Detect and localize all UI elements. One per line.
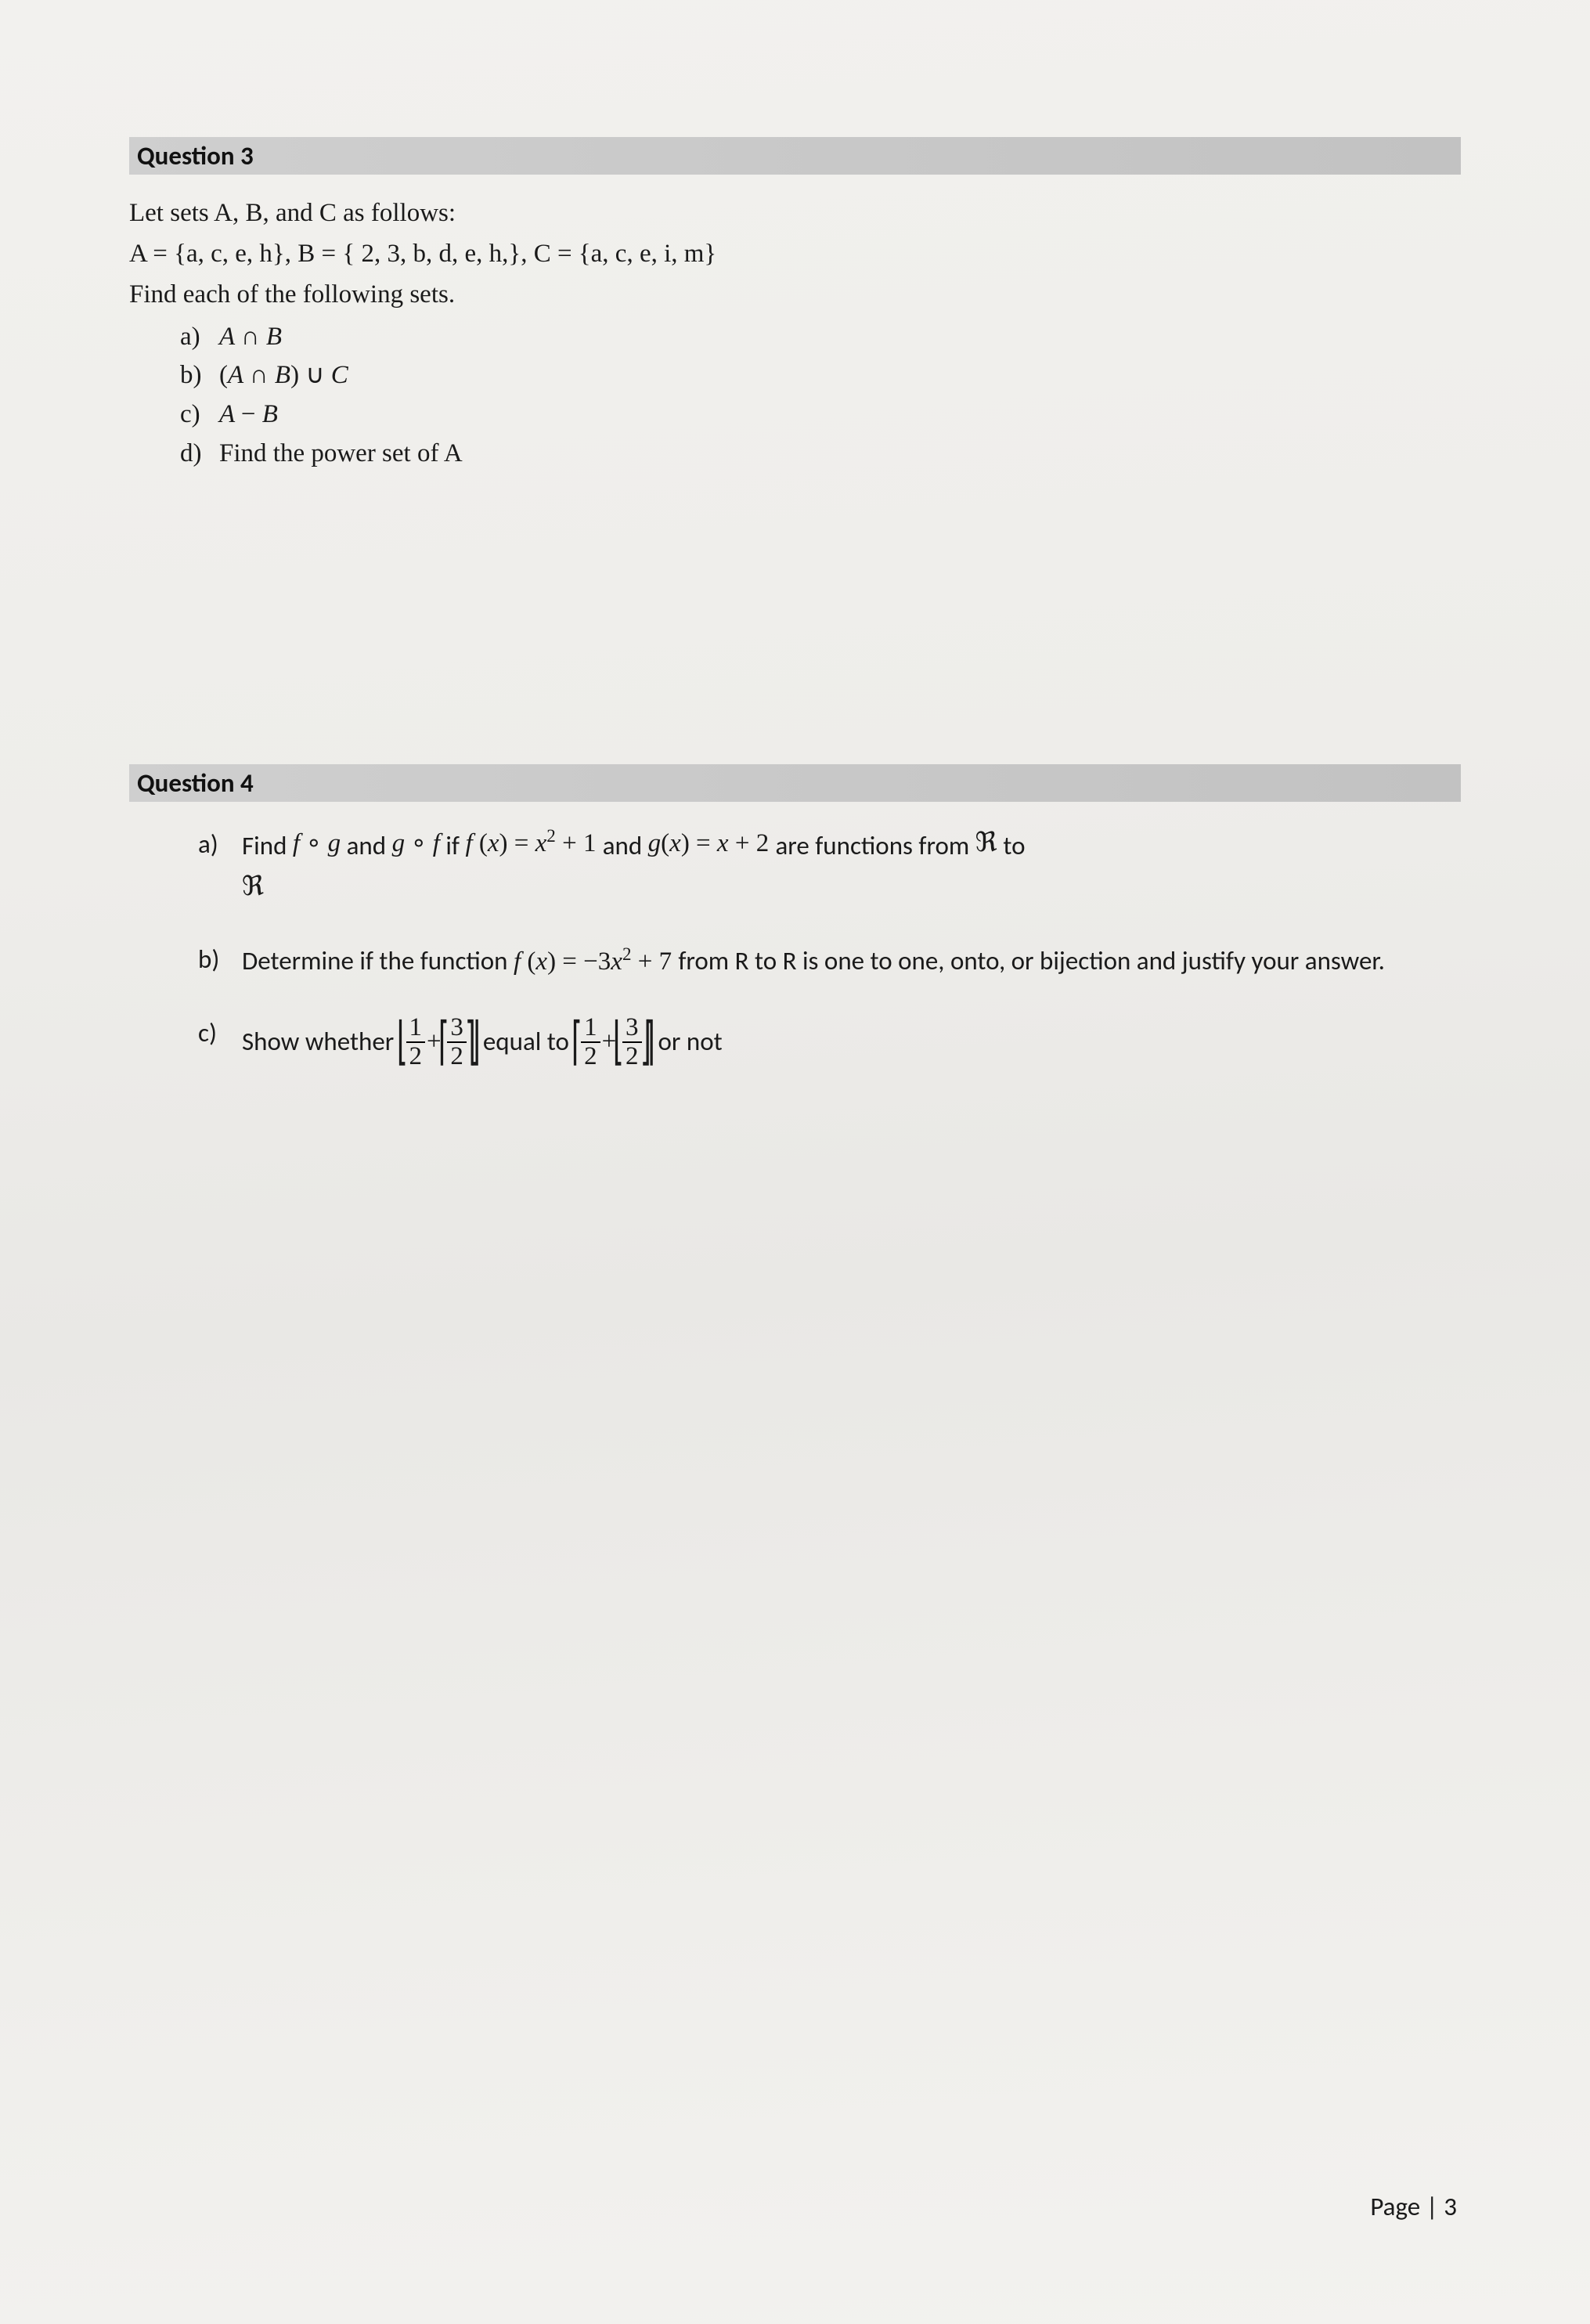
q3-item-b-label: b) — [180, 357, 219, 395]
q4-item-a: a) Find f ∘ g and g ∘ f if f (x) = x2 + … — [198, 825, 1461, 908]
q3-item-b: b) (A ∩ B) ∪ C — [180, 357, 1461, 395]
q4-item-c-label: c) — [198, 1014, 242, 1070]
q4-item-b-label: b) — [198, 940, 242, 982]
fraction: 3 2 — [447, 1014, 467, 1070]
fraction: 3 2 — [622, 1014, 642, 1070]
rfloor-icon: ⌋ — [469, 1022, 480, 1063]
page-number: Page | 3 — [1370, 2191, 1457, 2222]
q4-item-b-text: Determine if the function f (x) = −3x2 +… — [242, 940, 1461, 982]
q3-item-c-label: c) — [180, 396, 219, 434]
q3-item-a: a) A ∩ B — [180, 319, 1461, 356]
q4a-and2: and — [603, 830, 648, 861]
q3-sets-definition: A = {a, c, e, h}, B = { 2, 3, b, d, e, h… — [129, 236, 1461, 273]
q4a-and1: and — [347, 830, 392, 861]
q3-item-b-text: (A ∩ B) ∪ C — [219, 357, 1461, 395]
q3-sub-list: a) A ∩ B b) (A ∩ B) ∪ C c) A − B d) Find… — [129, 319, 1461, 473]
q4-item-b: b) Determine if the function f (x) = −3x… — [198, 940, 1461, 982]
q3-item-d-label: d) — [180, 435, 219, 473]
q4a-fog: f — [293, 829, 300, 857]
question-4-header: Question 4 — [129, 764, 1461, 802]
q3-item-c: c) A − B — [180, 396, 1461, 434]
spacer — [129, 475, 1461, 764]
q3-intro-line-2: Find each of the following sets. — [129, 276, 1461, 314]
lfloor-icon: ⌊ — [397, 1022, 408, 1063]
q3-item-a-text: A ∩ B — [219, 319, 1461, 356]
q3-item-d-text: Find the power set of A — [219, 435, 1461, 473]
question-4-body: a) Find f ∘ g and g ∘ f if f (x) = x2 + … — [129, 825, 1461, 1070]
q4a-post: are functions from — [775, 830, 975, 861]
question-3-body: Let sets A, B, and C as follows: A = {a,… — [129, 195, 1461, 473]
lceil-icon: ⌈ — [438, 1022, 449, 1063]
q4-item-a-label: a) — [198, 825, 242, 908]
lfloor-icon: ⌊ — [613, 1022, 624, 1063]
q4-item-c-text: Show whether ⌊ 1 2 + ⌈ 3 2 ⌉ ⌋ — [242, 1014, 1461, 1070]
q4-item-a-text: Find f ∘ g and g ∘ f if f (x) = x2 + 1 a… — [242, 825, 1461, 908]
q3-item-d: d) Find the power set of A — [180, 435, 1461, 473]
fraction: 1 2 — [406, 1014, 426, 1070]
worksheet-page: Question 3 Let sets A, B, and C as follo… — [0, 0, 1590, 2324]
question-3-header: Question 3 — [129, 137, 1461, 175]
q3-intro-line-1: Let sets A, B, and C as follows: — [129, 195, 1461, 233]
q4a-pre: Find — [242, 830, 293, 861]
rceil-icon: ⌉ — [644, 1022, 655, 1063]
real-symbol: ℜ — [975, 828, 997, 857]
q3-item-a-label: a) — [180, 319, 219, 356]
real-symbol-2: ℜ — [242, 872, 264, 901]
lceil-icon: ⌈ — [571, 1022, 582, 1063]
q4-item-c: c) Show whether ⌊ 1 2 + ⌈ 3 2 — [198, 1014, 1461, 1070]
q4a-if: if — [445, 830, 465, 861]
q3-item-c-text: A − B — [219, 396, 1461, 434]
fraction: 1 2 — [581, 1014, 600, 1070]
